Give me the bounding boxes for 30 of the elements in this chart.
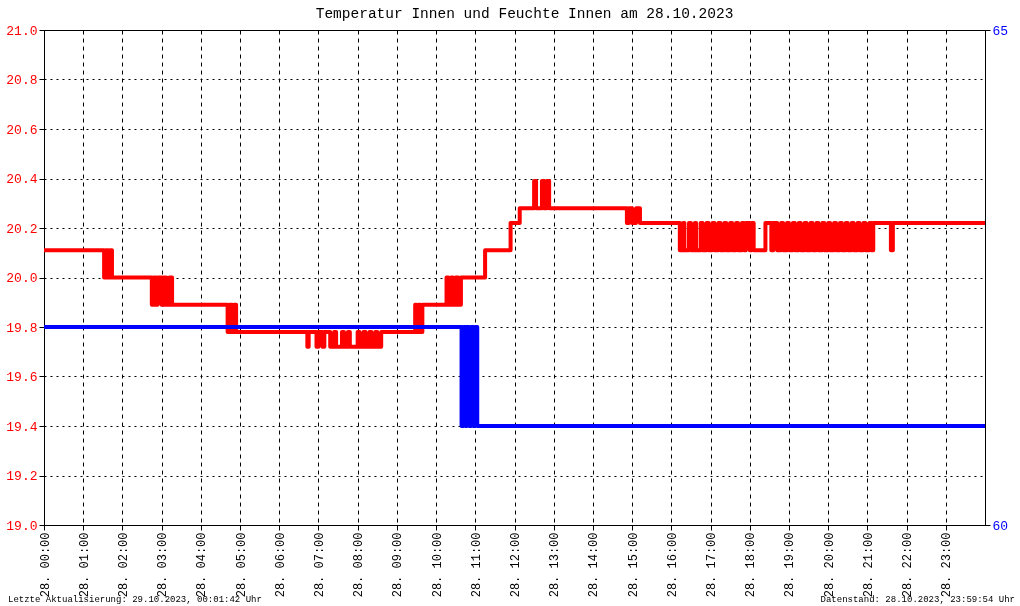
y-tick-label: 19.0 <box>6 518 38 534</box>
y2-tick-label: 60 <box>992 518 1009 534</box>
x-tick-label: 28. 07:00 <box>312 532 327 598</box>
y-tick-label: 20.4 <box>6 172 38 187</box>
x-tick-label: 28. 02:00 <box>116 532 131 598</box>
y-tick-label: 19.8 <box>6 320 38 336</box>
y-tick-label: 20.2 <box>6 221 38 237</box>
x-tick-label: 28. 09:00 <box>391 532 406 598</box>
chart-title: Temperatur Innen und Feuchte Innen am 28.10.2023 <box>315 6 734 22</box>
y-tick-label: 20.6 <box>6 122 38 138</box>
x-tick-label: 28. 19:00 <box>783 532 798 598</box>
y-tick-label: 19.6 <box>6 370 38 385</box>
y-tick-label: 19.4 <box>6 419 38 435</box>
x-tick-label: 28. 10:00 <box>430 532 445 598</box>
x-tick-label: 28. 17:00 <box>705 532 720 598</box>
x-tick-label: 28. 16:00 <box>665 532 680 598</box>
x-tick-label: 28. 08:00 <box>352 532 367 598</box>
x-tick-label: 28. 11:00 <box>469 532 484 598</box>
y-tick-label: 19.2 <box>6 469 38 484</box>
y-tick-label: 21.0 <box>6 23 38 39</box>
x-tick-label: 28. 12:00 <box>509 532 523 598</box>
x-tick-label: 28. 06:00 <box>273 532 288 598</box>
x-tick-label: 28. 15:00 <box>626 532 641 598</box>
x-tick-label: 28. 13:00 <box>548 532 563 598</box>
x-tick-label: 28. 22:00 <box>901 532 916 598</box>
y2-tick-label: 65 <box>992 23 1009 39</box>
x-tick-label: 28. 18:00 <box>744 532 759 598</box>
x-tick-label: 28. 14:00 <box>587 532 602 598</box>
y-tick-label: 20.8 <box>6 73 38 88</box>
y-tick-label: 20.0 <box>6 271 38 286</box>
